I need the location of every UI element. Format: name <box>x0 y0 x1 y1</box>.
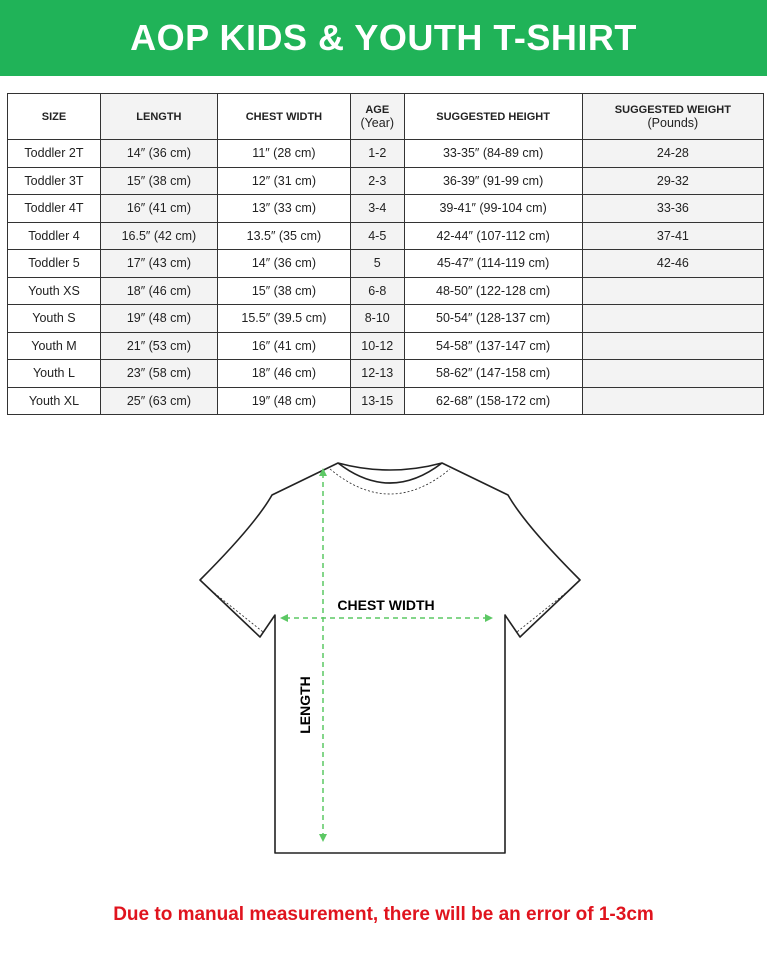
table-cell: 1-2 <box>349 139 405 168</box>
table-cell: 4-5 <box>349 221 405 250</box>
table-cell: 8-10 <box>349 304 405 333</box>
table-row: Toddler 4 16.5″ (42 cm) 13.5″ (35 cm) 4-5 42… <box>7 221 765 250</box>
table-cell: Toddler 2T <box>7 139 101 168</box>
table-cell: 42-46 <box>581 249 765 278</box>
header-label: AGE <box>365 103 390 116</box>
table-row: Youth S 19″ (48 cm) 15.5″ (39.5 cm) 8-10 50-… <box>7 304 765 333</box>
header-label: CHEST WIDTH <box>245 110 323 123</box>
table-cell: 33-35″ (84-89 cm) <box>403 139 583 168</box>
length-label: LENGTH <box>297 676 313 734</box>
table-cell: 16.5″ (42 cm) <box>99 221 218 250</box>
column-header: SIZE <box>7 93 101 140</box>
table-cell: Youth XL <box>7 386 101 415</box>
table-row: Youth XS 18″ (46 cm) 15″ (38 cm) 6-8 48-50″ … <box>7 276 765 305</box>
table-cell: 23″ (58 cm) <box>99 359 218 388</box>
table-cell: 6-8 <box>349 276 405 305</box>
table-cell: 16″ (41 cm) <box>216 331 351 360</box>
table-row: Toddler 5 17″ (43 cm) 14″ (36 cm) 5 45-47″ (… <box>7 249 765 278</box>
table-cell: 15″ (38 cm) <box>216 276 351 305</box>
table-row: Youth L 23″ (58 cm) 18″ (46 cm) 12-13 58-62″… <box>7 359 765 388</box>
column-header: SUGGESTED WEIGHT (Pounds) <box>581 93 765 140</box>
table-cell <box>581 276 765 305</box>
measurement-note: Due to manual measurement, there will be… <box>113 904 654 925</box>
header-label: SUGGESTED HEIGHT <box>436 110 550 123</box>
table-cell: 2-3 <box>349 166 405 195</box>
table-cell <box>581 304 765 333</box>
table-cell: 29-32 <box>581 166 765 195</box>
table-cell <box>581 386 765 415</box>
table-cell: 16″ (41 cm) <box>99 194 218 223</box>
table-cell <box>581 359 765 388</box>
header-unit: (Year) <box>360 115 395 130</box>
table-cell: 37-41 <box>581 221 765 250</box>
size-chart-table: SIZE LENGTH CHEST WIDTH AGE (Year) SUGGESTED … <box>7 93 765 415</box>
table-cell: 15″ (38 cm) <box>99 166 218 195</box>
table-row: Toddler 3T 15″ (38 cm) 12″ (31 cm) 2-3 36-39… <box>7 166 765 195</box>
table-cell: 19″ (48 cm) <box>99 304 218 333</box>
table-header-row: SIZE LENGTH CHEST WIDTH AGE (Year) SUGGESTED … <box>7 93 765 140</box>
table-cell: 15.5″ (39.5 cm) <box>216 304 351 333</box>
table-cell: Youth S <box>7 304 101 333</box>
table-cell: 18″ (46 cm) <box>99 276 218 305</box>
table-cell: 42-44″ (107-112 cm) <box>403 221 583 250</box>
table-cell: Toddler 4T <box>7 194 101 223</box>
table-cell: 12-13 <box>349 359 405 388</box>
table-cell: 36-39″ (91-99 cm) <box>403 166 583 195</box>
table-cell: 13-15 <box>349 386 405 415</box>
table-cell: Toddler 3T <box>7 166 101 195</box>
column-header: CHEST WIDTH <box>216 93 351 140</box>
table-row: Youth XL 25″ (63 cm) 19″ (48 cm) 13-15 62-68… <box>7 386 765 415</box>
column-header: SUGGESTED HEIGHT <box>403 93 583 140</box>
tshirt-collar <box>337 462 443 484</box>
table-cell: Toddler 4 <box>7 221 101 250</box>
table-cell: 14″ (36 cm) <box>99 139 218 168</box>
table-cell: 48-50″ (122-128 cm) <box>403 276 583 305</box>
table-cell: Youth L <box>7 359 101 388</box>
column-header: LENGTH <box>99 93 218 140</box>
header-label: SUGGESTED WEIGHT <box>614 103 731 116</box>
table-cell: Youth XS <box>7 276 101 305</box>
table-cell: 5 <box>349 249 405 278</box>
table-cell <box>581 331 765 360</box>
table-cell: 45-47″ (114-119 cm) <box>403 249 583 278</box>
table-cell: 54-58″ (137-147 cm) <box>403 331 583 360</box>
table-cell: 25″ (63 cm) <box>99 386 218 415</box>
table-cell: 3-4 <box>349 194 405 223</box>
page-title: AOP KIDS & YOUTH T-SHIRT <box>0 0 767 76</box>
table-cell: 24-28 <box>581 139 765 168</box>
table-row: Toddler 2T 14″ (36 cm) 11″ (28 cm) 1-2 33-35… <box>7 139 765 168</box>
table-cell: 33-36 <box>581 194 765 223</box>
table-cell: 19″ (48 cm) <box>216 386 351 415</box>
table-cell: 62-68″ (158-172 cm) <box>403 386 583 415</box>
tshirt-diagram: CHEST WIDTH LENGTH <box>199 462 581 854</box>
table-cell: 17″ (43 cm) <box>99 249 218 278</box>
table-cell: 14″ (36 cm) <box>216 249 351 278</box>
table-row: Youth M 21″ (53 cm) 16″ (41 cm) 10-12 54-58″… <box>7 331 765 360</box>
table-cell: Youth M <box>7 331 101 360</box>
chest-width-label: CHEST WIDTH <box>337 597 434 613</box>
table-cell: 12″ (31 cm) <box>216 166 351 195</box>
table-cell: Toddler 5 <box>7 249 101 278</box>
header-label: LENGTH <box>136 110 182 123</box>
table-row: Toddler 4T 16″ (41 cm) 13″ (33 cm) 3-4 39-41… <box>7 194 765 223</box>
table-cell: 39-41″ (99-104 cm) <box>403 194 583 223</box>
header-label: SIZE <box>41 110 67 123</box>
table-cell: 10-12 <box>349 331 405 360</box>
table-cell: 18″ (46 cm) <box>216 359 351 388</box>
table-cell: 58-62″ (147-158 cm) <box>403 359 583 388</box>
header-unit: (Pounds) <box>647 115 699 130</box>
tshirt-outline <box>199 462 581 854</box>
table-cell: 13.5″ (35 cm) <box>216 221 351 250</box>
table-cell: 50-54″ (128-137 cm) <box>403 304 583 333</box>
column-header: AGE (Year) <box>349 93 405 140</box>
table-cell: 21″ (53 cm) <box>99 331 218 360</box>
table-cell: 13″ (33 cm) <box>216 194 351 223</box>
table-cell: 11″ (28 cm) <box>216 139 351 168</box>
